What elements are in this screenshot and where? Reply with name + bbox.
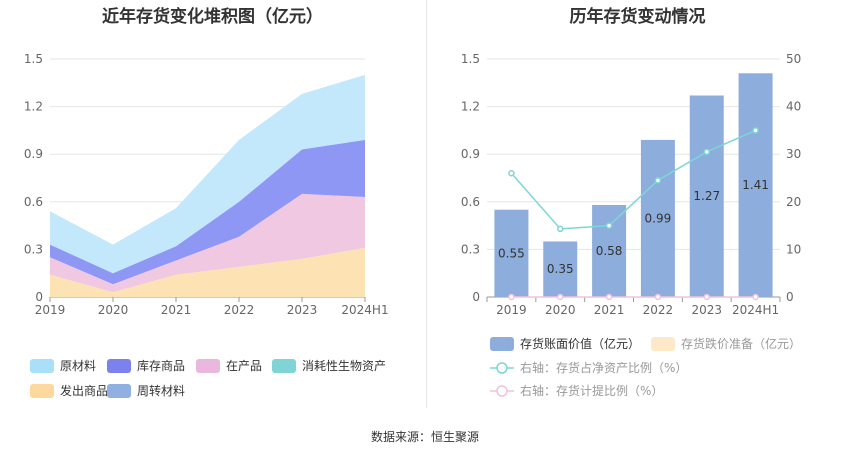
right-legend-label: 存货跌价准备（亿元） [681, 336, 801, 351]
bar-book-value [543, 241, 578, 297]
left-legend-label: 库存商品 [137, 358, 185, 373]
left-y-tick-label: 0.6 [24, 195, 43, 209]
right-y-tick-label: 0 [472, 290, 480, 304]
charts-canvas: 0 0.3 0.6 0.9 1.2 1.5 2019 2020 2021 2022 2023 2024… [24, 52, 801, 398]
right-x-tick-label: 2022 [643, 303, 674, 317]
area-series-原材料 [50, 74, 365, 274]
left-legend-label: 发出商品 [60, 383, 108, 398]
right-y-tick-label: 0.9 [461, 147, 480, 161]
bar-book-value [738, 73, 773, 297]
left-chart-title: 近年存货变化堆积图（亿元） [102, 7, 323, 27]
left-x-tick-label: 2022 [224, 303, 255, 317]
point-provision-ratio [654, 293, 662, 301]
area-series-发出商品 [50, 247, 365, 297]
left-legend-label: 消耗性生物资产 [302, 359, 386, 373]
right-legend-label: 右轴：存货计提比例（%） [520, 383, 663, 398]
data-source-note: 数据来源：恒生聚源 [370, 430, 479, 444]
point-provision-ratio [703, 293, 710, 301]
left-x-tick-label: 2024H1 [341, 303, 388, 317]
right-y-tick-label: 0.3 [461, 242, 480, 256]
bar-data-label: 0.55 [498, 246, 525, 260]
right-legend-swatch [651, 337, 675, 351]
right-legend-label: 存货账面价值（亿元） [520, 336, 640, 351]
left-y-tick-label: 1.5 [24, 52, 43, 66]
right-x-tick-label: 2023 [691, 303, 722, 317]
left-x-tick-label: 2023 [287, 303, 318, 317]
right-y-tick-label: 1.5 [461, 52, 480, 66]
right-x-tick-label: 2021 [594, 303, 625, 317]
left-x-tick-label: 2020 [98, 303, 129, 317]
bar-data-label: 1.41 [742, 178, 769, 192]
left-legend-swatch [30, 359, 54, 373]
right-y2-tick-label: 0 [786, 290, 794, 304]
bar-book-value [494, 209, 529, 297]
right-y2-tick-label: 30 [786, 147, 801, 161]
point-inventory-to-net-assets [703, 148, 710, 156]
left-y-tick-label: 0.3 [24, 242, 43, 256]
right-y2-tick-label: 50 [786, 52, 801, 66]
point-provision-ratio [605, 293, 613, 301]
left-legend-swatch [196, 359, 220, 373]
right-y-tick-label: 1.2 [461, 100, 480, 114]
left-y-tick-label: 1.2 [24, 100, 43, 114]
right-y2-tick-label: 20 [786, 195, 801, 209]
left-x-tick-label: 2021 [161, 303, 192, 317]
left-legend-label: 原材料 [60, 359, 96, 373]
left-legend-swatch [30, 384, 54, 398]
bar-book-value [640, 139, 675, 297]
point-inventory-to-net-assets [654, 177, 662, 184]
right-y2-tick-label: 10 [786, 242, 801, 256]
point-inventory-to-net-assets [605, 222, 613, 229]
left-legend-label: 在产品 [226, 359, 262, 373]
right-x-tick-label: 2024H1 [732, 303, 779, 317]
left-legend-swatch [107, 384, 131, 398]
point-provision-ratio [508, 293, 515, 301]
right-chart-title: 历年存货变动情况 [569, 7, 706, 27]
right-legend-label: 右轴：存货占净资产比例（%） [520, 360, 687, 375]
right-legend-marker [496, 385, 508, 397]
bar-data-label: 0.35 [547, 262, 574, 276]
point-inventory-to-net-assets [508, 169, 515, 177]
bar-data-label: 1.27 [693, 189, 720, 203]
right-x-tick-label: 2020 [545, 303, 576, 317]
left-legend-swatch [107, 359, 131, 373]
right-x-tick-label: 2019 [496, 303, 527, 317]
left-x-tick-label: 2019 [35, 303, 66, 317]
bar-book-value [689, 95, 724, 297]
right-legend-swatch [490, 337, 514, 351]
point-inventory-to-net-assets [557, 225, 564, 233]
left-legend-label: 周转材料 [137, 383, 185, 398]
right-legend-marker [496, 362, 508, 374]
line-inventory-to-net-assets [510, 129, 756, 230]
left-legend-swatch [272, 359, 296, 373]
right-y2-tick-label: 40 [786, 100, 801, 114]
left-y-tick-label: 0 [35, 290, 43, 304]
panel-divider [426, 0, 427, 408]
point-provision-ratio [557, 293, 564, 301]
point-provision-ratio [752, 293, 759, 301]
area-series-库存商品 [50, 139, 365, 285]
area-series-在产品 [50, 193, 365, 293]
right-y-tick-label: 0.6 [461, 195, 480, 209]
bar-book-value [592, 204, 627, 297]
bar-data-label: 0.58 [596, 244, 623, 258]
point-inventory-to-net-assets [752, 127, 759, 134]
left-y-tick-label: 0.9 [24, 147, 43, 161]
bar-data-label: 0.99 [645, 211, 672, 225]
